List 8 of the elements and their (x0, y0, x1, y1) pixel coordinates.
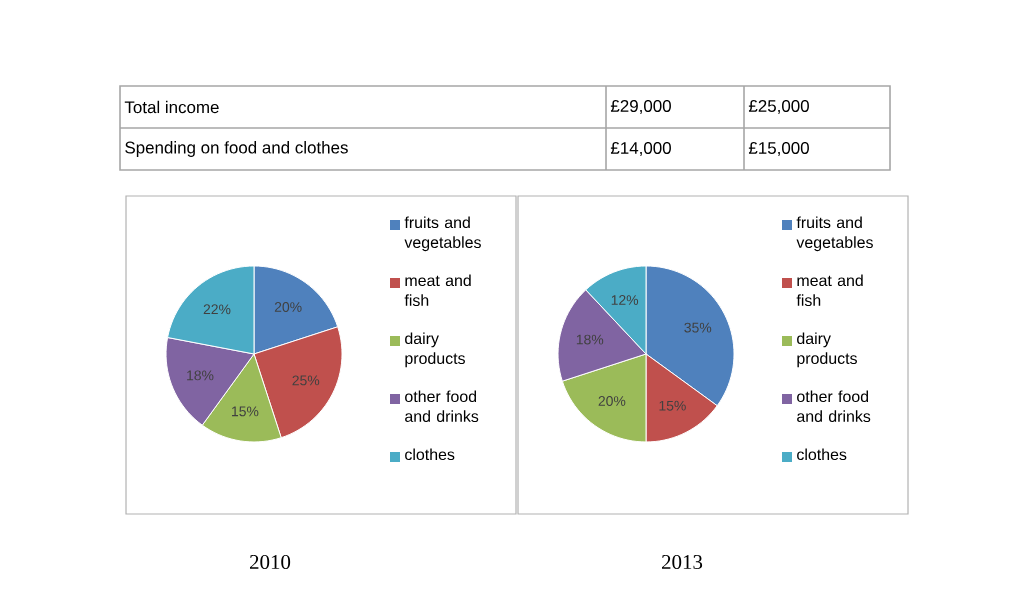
text: £15,000 (748, 142, 809, 156)
text: £29,000 (610, 100, 671, 114)
text: Spending on food and clothes (125, 141, 348, 157)
text: 2013 (662, 554, 703, 570)
text: Total income (124, 100, 219, 114)
text: £25,000 (748, 100, 809, 114)
text: £14,000 (610, 142, 671, 156)
text: 2010 (249, 554, 291, 570)
